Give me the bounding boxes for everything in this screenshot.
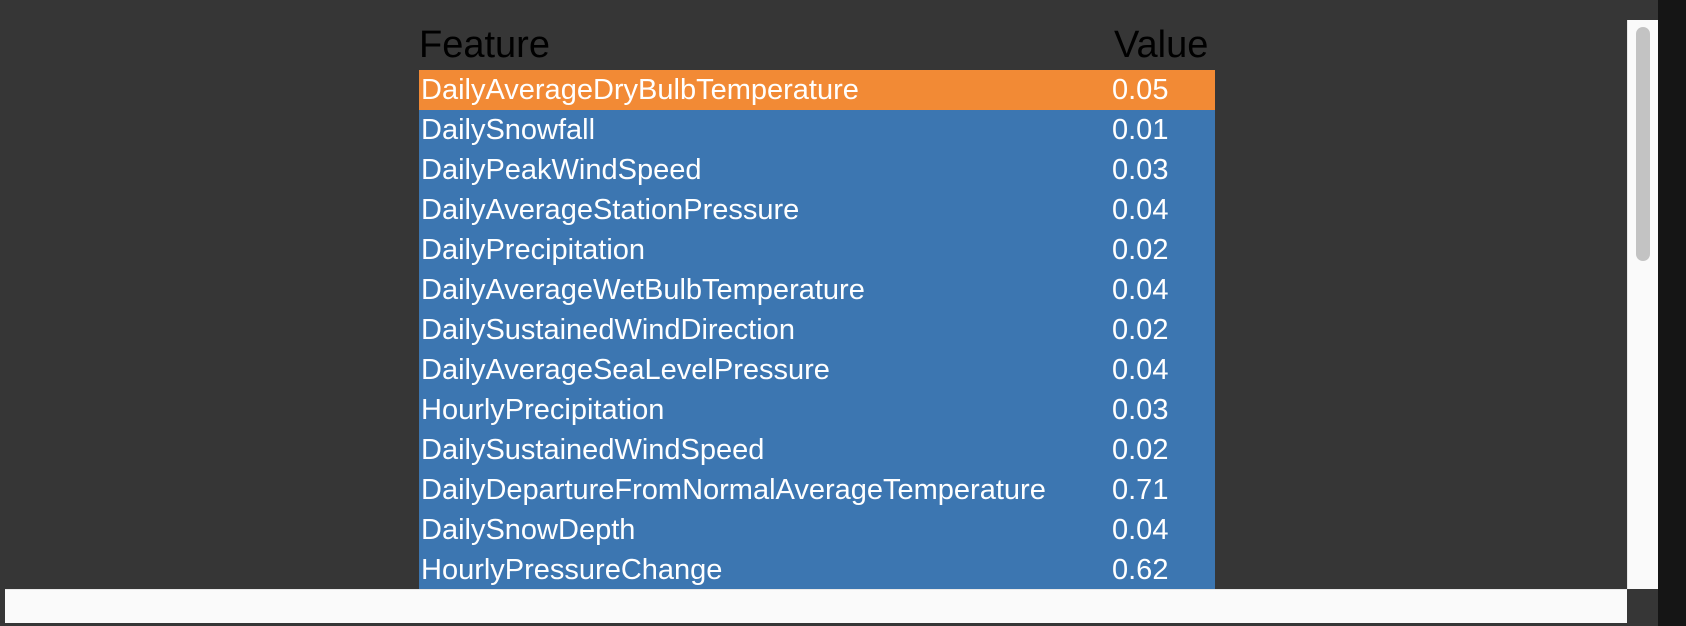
table-row[interactable]: DailySnowDepth 0.04 (419, 510, 1215, 550)
value-cell: 0.03 (1112, 154, 1169, 186)
table-row[interactable]: DailySustainedWindDirection 0.02 (419, 310, 1215, 350)
value-cell: 0.05 (1112, 74, 1169, 106)
feature-cell: DailySnowDepth (421, 514, 636, 546)
vertical-scrollbar-thumb[interactable] (1636, 27, 1650, 261)
column-header-feature: Feature (419, 24, 550, 66)
feature-cell: HourlyPrecipitation (421, 394, 665, 426)
table-row[interactable]: DailyAverageSeaLevelPressure 0.04 (419, 350, 1215, 390)
value-cell: 0.04 (1112, 194, 1169, 226)
feature-cell: DailyAverageStationPressure (421, 194, 800, 226)
feature-table: Feature Value DailyAverageDryBulbTempera… (419, 20, 1215, 589)
value-cell: 0.02 (1112, 314, 1169, 346)
table-row[interactable]: DailyAverageDryBulbTemperature 0.05 (419, 70, 1215, 110)
table-row[interactable]: DailyAverageWetBulbTemperature 0.04 (419, 270, 1215, 310)
feature-cell: DailyAverageWetBulbTemperature (421, 274, 865, 306)
feature-cell: DailyPrecipitation (421, 234, 646, 266)
window-edge (1658, 0, 1686, 626)
feature-cell: HourlyPressureChange (421, 554, 723, 586)
table-row[interactable]: HourlyPrecipitation 0.03 (419, 390, 1215, 430)
table-row[interactable]: HourlyPressureChange 0.62 (419, 550, 1215, 589)
feature-cell: DailySnowfall (421, 114, 596, 146)
table-row[interactable]: DailySustainedWindSpeed 0.02 (419, 430, 1215, 470)
value-cell: 0.62 (1112, 554, 1169, 586)
table-body: DailyAverageDryBulbTemperature 0.05 Dail… (419, 70, 1215, 589)
table-row[interactable]: DailyPeakWindSpeed 0.03 (419, 150, 1215, 190)
value-cell: 0.04 (1112, 514, 1169, 546)
value-cell: 0.04 (1112, 274, 1169, 306)
table-row[interactable]: DailyDepartureFromNormalAverageTemperatu… (419, 470, 1215, 510)
feature-cell: DailyAverageSeaLevelPressure (421, 354, 830, 386)
value-cell: 0.02 (1112, 434, 1169, 466)
vertical-scrollbar[interactable] (1627, 20, 1658, 589)
feature-cell: DailyPeakWindSpeed (421, 154, 702, 186)
horizontal-scrollbar[interactable] (5, 589, 1627, 623)
table-row[interactable]: DailyAverageStationPressure 0.04 (419, 190, 1215, 230)
column-header-value: Value (1114, 24, 1209, 66)
value-cell: 0.01 (1112, 114, 1169, 146)
value-cell: 0.04 (1112, 354, 1169, 386)
value-cell: 0.02 (1112, 234, 1169, 266)
feature-cell: DailySustainedWindSpeed (421, 434, 765, 466)
value-cell: 0.03 (1112, 394, 1169, 426)
value-cell: 0.71 (1112, 474, 1169, 506)
table-row[interactable]: DailyPrecipitation 0.02 (419, 230, 1215, 270)
table-row[interactable]: DailySnowfall 0.01 (419, 110, 1215, 150)
feature-cell: DailySustainedWindDirection (421, 314, 795, 346)
feature-cell: DailyAverageDryBulbTemperature (421, 74, 859, 106)
feature-cell: DailyDepartureFromNormalAverageTemperatu… (421, 474, 1046, 506)
